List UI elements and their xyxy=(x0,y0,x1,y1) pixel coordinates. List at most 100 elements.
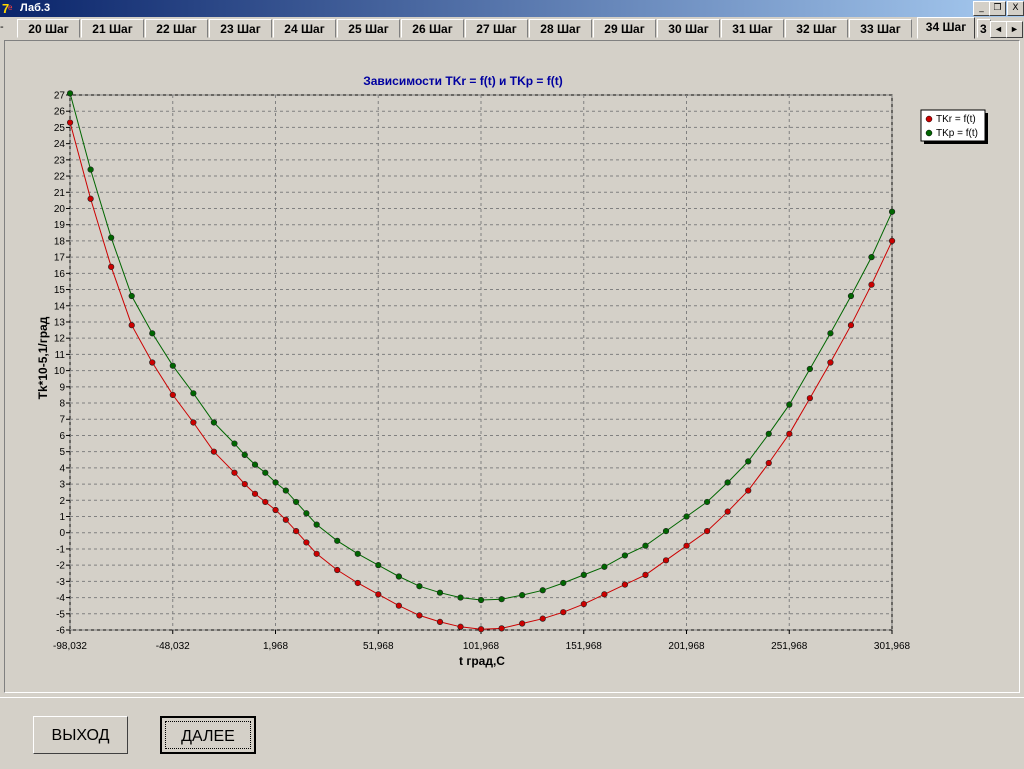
exit-button[interactable]: ВЫХОД xyxy=(33,716,128,754)
data-point-1 xyxy=(642,542,649,549)
data-point-1 xyxy=(457,594,464,601)
data-point-1 xyxy=(868,254,875,261)
data-point-1 xyxy=(662,528,670,535)
data-point-0 xyxy=(519,620,526,627)
tab-step-20[interactable]: 20 Шаг xyxy=(17,19,80,38)
y-axis-label: Tk*10-5,1/град xyxy=(36,316,50,399)
tab-step-30[interactable]: 30 Шаг xyxy=(657,19,720,38)
tab-step-29[interactable]: 29 Шаг xyxy=(593,19,656,38)
y-tick-label: 16 xyxy=(54,269,66,280)
data-point-0 xyxy=(662,557,670,564)
data-point-0 xyxy=(560,609,567,616)
y-tick-label: 7 xyxy=(59,415,65,426)
data-point-1 xyxy=(621,552,629,559)
y-tick-label: 14 xyxy=(54,301,66,312)
data-point-0 xyxy=(457,623,464,630)
next-button[interactable]: ДАЛЕЕ xyxy=(160,716,256,754)
tab-step-24[interactable]: 24 Шаг xyxy=(273,19,336,38)
data-point-0 xyxy=(210,448,218,455)
series-layer xyxy=(66,90,896,633)
app-icon: 7 e xyxy=(2,1,13,15)
y-tick-label: 15 xyxy=(54,285,66,296)
grid xyxy=(69,94,893,631)
data-point-1 xyxy=(66,90,74,97)
data-point-1 xyxy=(282,487,289,494)
tab-step-21[interactable]: 21 Шаг xyxy=(81,19,144,38)
data-point-1 xyxy=(745,458,752,465)
data-point-0 xyxy=(334,566,341,574)
tab-step-28[interactable]: 28 Шаг xyxy=(529,19,592,38)
data-point-0 xyxy=(847,322,855,329)
restore-button[interactable]: ❐ xyxy=(989,1,1006,16)
y-tick-label: -1 xyxy=(56,544,65,555)
data-point-0 xyxy=(293,528,300,535)
x-axis: -98,032 -48,032 1,968 51,968 101,968 151,968 2… xyxy=(53,630,911,652)
tab-step-27[interactable]: 27 Шаг xyxy=(465,19,528,38)
data-point-0 xyxy=(827,359,834,366)
data-point-0 xyxy=(282,516,289,523)
chart-title: Зависимости TKr = f(t) и TKp = f(t) xyxy=(363,74,563,88)
data-point-0 xyxy=(416,612,423,619)
tab-step-33[interactable]: 33 Шаг xyxy=(849,19,912,38)
y-tick-label: 4 xyxy=(59,463,65,474)
data-point-0 xyxy=(375,591,382,598)
data-point-0 xyxy=(87,195,94,202)
tab-step-22[interactable]: 22 Шаг xyxy=(145,19,208,38)
data-point-1 xyxy=(190,390,197,397)
data-point-0 xyxy=(724,508,731,515)
data-point-0 xyxy=(241,480,248,488)
data-point-1 xyxy=(128,292,135,300)
x-tick-label: 51,968 xyxy=(363,641,394,652)
data-point-0 xyxy=(765,459,772,467)
y-tick-label: 27 xyxy=(54,91,66,102)
x-tick-label: 101,968 xyxy=(463,641,500,652)
y-tick-label: 24 xyxy=(54,139,66,150)
data-point-1 xyxy=(272,479,279,486)
data-point-0 xyxy=(303,539,310,546)
title-bar: 7 e Лаб.3 _ ❐ X xyxy=(0,0,1024,17)
data-point-0 xyxy=(745,487,752,494)
data-point-1 xyxy=(539,587,546,594)
legend: TKr = f(t) TKp = f(t) xyxy=(920,109,988,144)
data-point-1 xyxy=(231,440,238,447)
y-tick-label: 23 xyxy=(54,155,66,166)
y-tick-label: 10 xyxy=(54,366,66,377)
y-tick-label: 18 xyxy=(54,236,66,247)
x-tick-label: 151,968 xyxy=(566,641,603,652)
data-point-0 xyxy=(786,430,793,437)
y-tick-label: 11 xyxy=(55,350,66,361)
data-point-1 xyxy=(498,596,505,603)
data-point-1 xyxy=(888,208,896,215)
y-tick-label: 6 xyxy=(59,431,65,442)
y-tick-label: 26 xyxy=(54,107,66,118)
data-point-1 xyxy=(169,362,176,369)
data-point-1 xyxy=(262,469,269,476)
button-bar: ВЫХОД ДАЛЕЕ xyxy=(0,697,1024,769)
data-point-1 xyxy=(601,563,608,570)
tab-scroll-right-icon[interactable]: ► xyxy=(1006,21,1023,38)
tab-page xyxy=(4,40,1020,693)
tab-step-32[interactable]: 32 Шаг xyxy=(785,19,848,38)
tab-step-26[interactable]: 26 Шаг xyxy=(401,19,464,38)
data-point-1 xyxy=(806,365,813,373)
y-tick-label: 17 xyxy=(54,253,66,264)
tab-step-25[interactable]: 25 Шаг xyxy=(337,19,400,38)
x-tick-label: 201,968 xyxy=(668,641,705,652)
data-point-0 xyxy=(169,391,176,399)
data-point-0 xyxy=(888,237,896,245)
y-tick-label: 21 xyxy=(54,188,66,199)
data-point-1 xyxy=(436,589,444,596)
data-point-0 xyxy=(436,618,444,625)
tab-step-34[interactable]: 34 Шаг xyxy=(917,17,975,39)
tab-step-23[interactable]: 23 Шаг xyxy=(209,19,272,38)
data-point-0 xyxy=(539,615,546,622)
data-point-1 xyxy=(375,562,382,569)
tab-strip: - 20 Шаг 21 Шаг 22 Шаг 23 Шаг 24 Шаг 25 … xyxy=(0,17,1024,40)
data-point-1 xyxy=(724,479,731,486)
data-point-1 xyxy=(416,583,423,590)
data-point-0 xyxy=(621,581,629,588)
data-point-0 xyxy=(149,359,156,366)
data-point-0 xyxy=(580,600,587,608)
tab-step-31[interactable]: 31 Шаг xyxy=(721,19,784,38)
